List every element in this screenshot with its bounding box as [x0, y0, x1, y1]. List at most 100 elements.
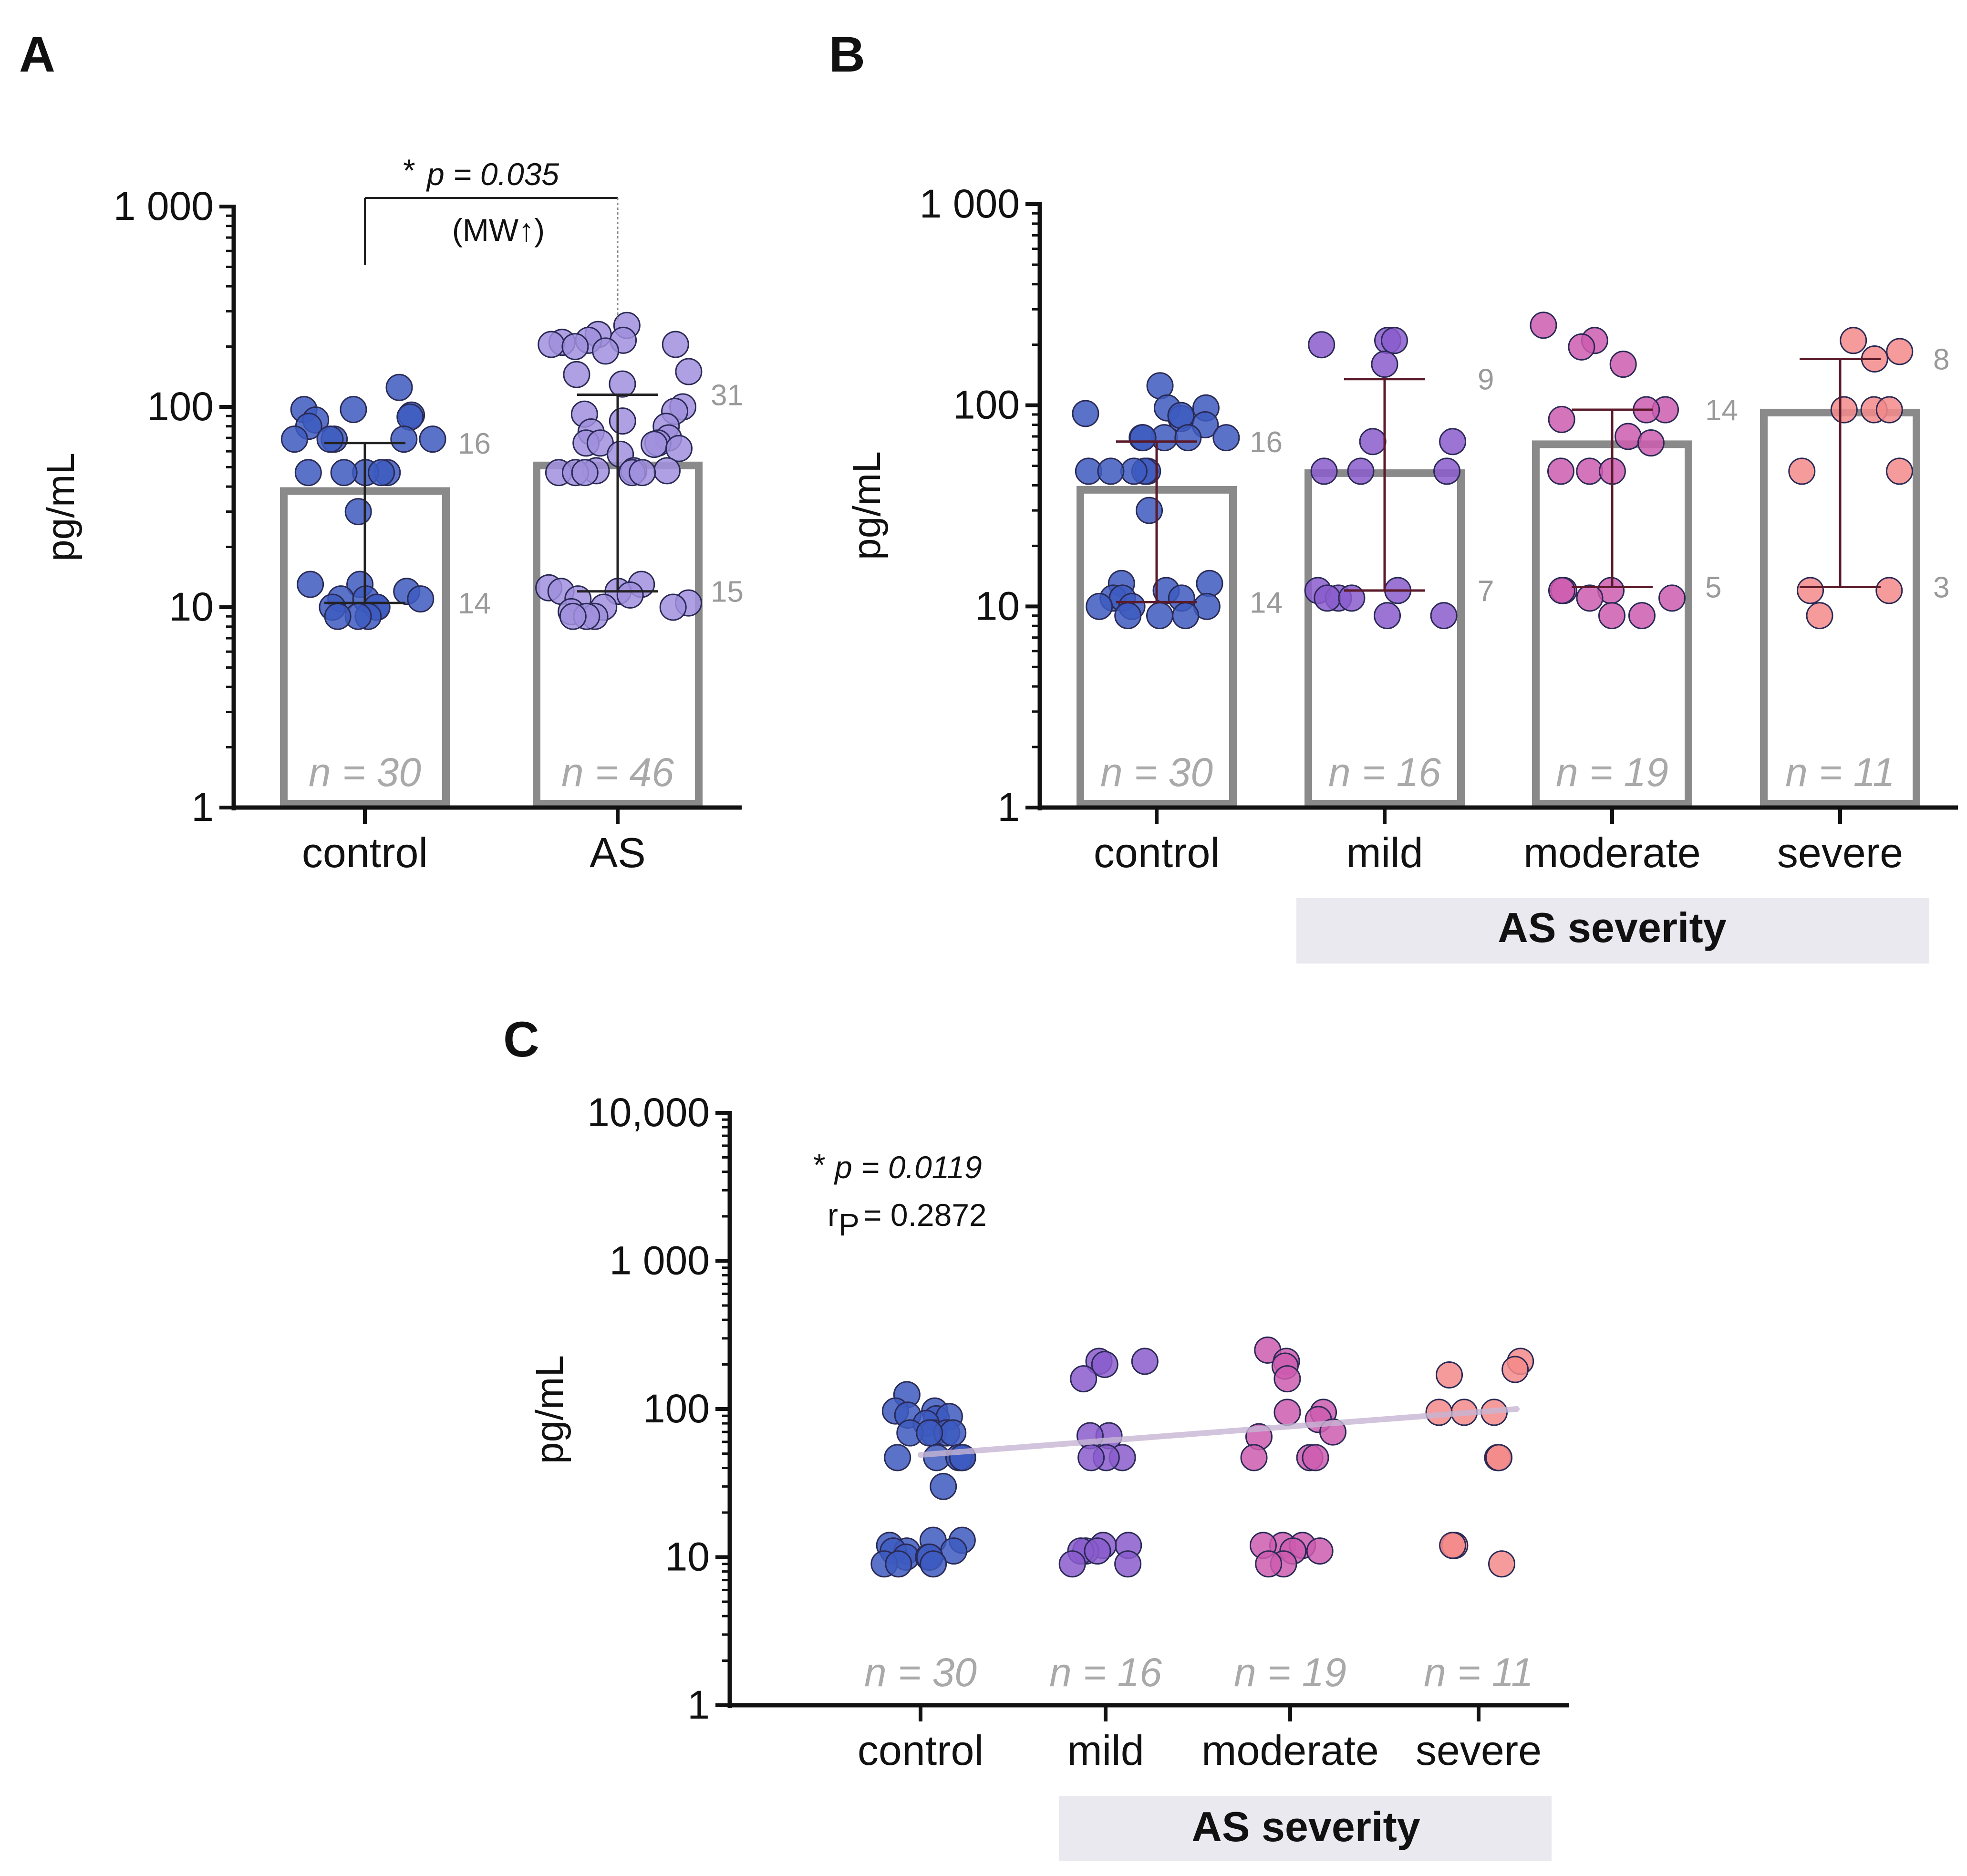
data-point [1302, 1444, 1329, 1472]
y-axis-title: pg/mL [39, 453, 83, 561]
data-point [1615, 423, 1642, 450]
data-point [592, 337, 620, 365]
data-point [1091, 1351, 1118, 1378]
data-point [609, 407, 636, 435]
n-label-severe: n = 11 [1785, 750, 1895, 795]
n-label-control: n = 30 [309, 750, 421, 795]
y-tick-label: 1 [687, 1682, 710, 1727]
data-point [629, 459, 656, 487]
data-point [1255, 1550, 1283, 1578]
quartile-label-low: 14 [458, 587, 491, 620]
data-point [1488, 1550, 1516, 1578]
x-category-label-AS: AS [590, 829, 645, 876]
x-category-label-control: control [1094, 829, 1220, 876]
data-point [1885, 457, 1913, 485]
y-tick-label: 1 [191, 785, 214, 829]
data-point [1658, 584, 1686, 612]
data-point [419, 425, 446, 453]
data-point [1788, 457, 1816, 485]
y-tick-label: 100 [147, 384, 214, 429]
data-point [1371, 351, 1398, 378]
y-tick-label: 10 [665, 1534, 710, 1579]
data-point [1609, 351, 1637, 378]
data-point [1097, 457, 1125, 485]
data-point [316, 425, 344, 453]
data-point [538, 331, 565, 358]
group-label: AS severity [1498, 904, 1726, 951]
data-point [1212, 424, 1240, 452]
data-point [1875, 396, 1903, 424]
data-point [1240, 1444, 1268, 1472]
data-point [1840, 327, 1867, 354]
data-point [659, 593, 687, 621]
data-point [559, 602, 587, 630]
p-value-text: p = 0.0119 [834, 1150, 982, 1185]
data-point [1146, 602, 1174, 630]
data-point [1129, 424, 1157, 452]
n-label-mild: n = 16 [1049, 1650, 1162, 1695]
data-point [1548, 577, 1575, 604]
data-point [653, 457, 681, 485]
data-point [1433, 457, 1461, 485]
data-point [1084, 1537, 1111, 1565]
quartile-label-low: 7 [1478, 575, 1494, 608]
data-point [297, 570, 324, 598]
n-label-moderate: n = 19 [1234, 1650, 1346, 1695]
trend-line [918, 1406, 1520, 1458]
data-point [344, 498, 372, 526]
panel-letter-a: A [19, 27, 55, 83]
data-point [571, 459, 599, 487]
y-tick-label: 1 000 [920, 181, 1020, 226]
quartile-label-high: 9 [1478, 363, 1494, 396]
data-point [1380, 327, 1408, 354]
data-point [368, 459, 395, 487]
y-tick-label: 1 000 [114, 184, 214, 228]
quartile-label-high: 31 [711, 379, 744, 412]
quartile-label-high: 16 [458, 427, 491, 460]
panel-a-chart: 16 14 31 15 n = 30 n = 46 1 10 100 1 000 pg/mL cont… [39, 153, 744, 876]
data-point [1174, 424, 1202, 452]
data-point [561, 333, 589, 361]
point-layer [870, 1336, 1534, 1578]
data-point [920, 1550, 947, 1578]
data-point [1072, 400, 1099, 427]
data-point [1598, 602, 1625, 630]
quartile-label-low: 14 [1250, 586, 1283, 619]
panel-c-chart: n = 30 n = 16 n = 19 n = 11 1 10 100 1 000 10,00… [528, 1090, 1569, 1861]
data-point [280, 425, 308, 453]
data-point [1306, 1537, 1334, 1565]
x-category-label-control: control [858, 1727, 984, 1774]
panel-b-chart: 16 14 9 7 14 5 8 3 n = 30 n = 16 n = 19 n = 11 1 10 10… [845, 181, 1958, 964]
x-category-label-severe: severe [1416, 1727, 1542, 1774]
data-point [1338, 584, 1366, 612]
y-tick-label: 1 000 [610, 1238, 710, 1283]
quartile-label-low: 15 [711, 576, 744, 609]
data-point [675, 358, 703, 385]
data-point [1875, 577, 1903, 604]
data-point [665, 435, 693, 462]
data-point [1806, 602, 1833, 630]
y-tick-label: 10,000 [587, 1090, 710, 1135]
data-point [1086, 592, 1113, 620]
test-label: (MW↑) [452, 212, 545, 248]
quartile-label-high: 8 [1933, 343, 1949, 376]
data-point [1114, 602, 1142, 630]
data-point [1359, 428, 1387, 456]
data-point [1576, 457, 1604, 485]
data-point [1439, 428, 1467, 456]
x-category-label-moderate: moderate [1523, 829, 1701, 876]
data-point [609, 370, 636, 398]
data-point [407, 585, 435, 613]
data-point [1070, 1365, 1097, 1393]
n-label-AS: n = 46 [561, 750, 674, 795]
data-point [930, 1472, 957, 1500]
y-tick-label: 10 [169, 584, 214, 629]
data-point [1374, 602, 1401, 630]
n-label-moderate: n = 19 [1556, 750, 1668, 795]
data-point [1430, 602, 1458, 630]
n-label-mild: n = 16 [1328, 750, 1441, 795]
data-point [1120, 457, 1148, 485]
data-point [1314, 584, 1341, 612]
n-label-severe: n = 11 [1424, 1650, 1533, 1695]
data-point [1886, 338, 1914, 365]
